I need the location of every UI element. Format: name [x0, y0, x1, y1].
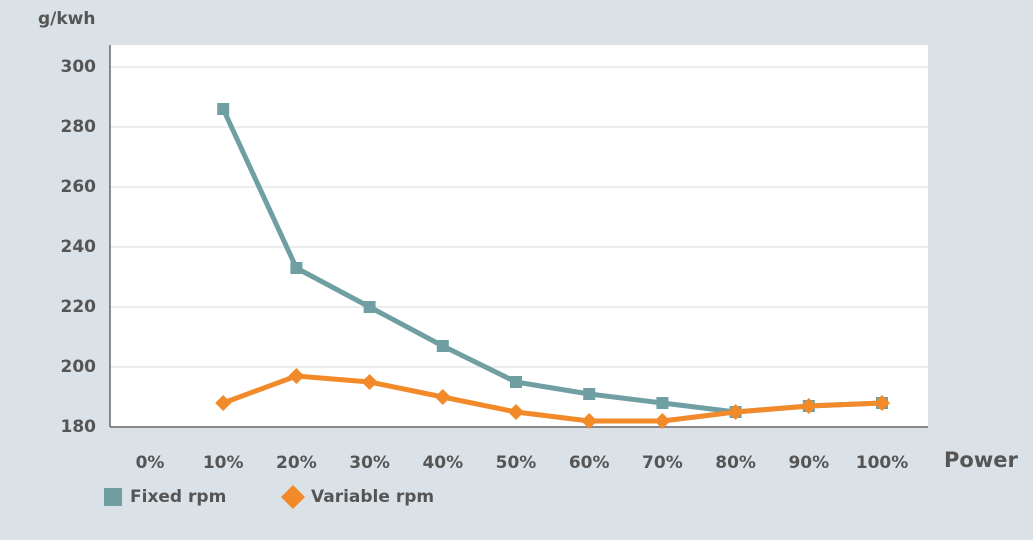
grid — [109, 45, 928, 428]
point — [727, 404, 744, 420]
y-tick-label: 200 — [61, 357, 97, 377]
point — [363, 301, 376, 313]
point — [217, 103, 230, 115]
y-tick-label: 240 — [61, 237, 97, 257]
y-tick-label: 260 — [61, 177, 97, 197]
x-tick-label: 50% — [496, 453, 537, 473]
legend-label: Variable rpm — [311, 487, 434, 507]
point — [874, 395, 890, 411]
x-tick-label: 30% — [349, 453, 390, 473]
point — [654, 413, 671, 429]
y-tick-label: 280 — [61, 117, 97, 137]
x-tick-label: 90% — [788, 453, 829, 473]
x-tick-label: 0% — [136, 453, 165, 473]
x-tick-label: 100% — [856, 453, 909, 473]
y-tick-label: 180 — [61, 417, 97, 437]
point — [510, 376, 522, 388]
y-axis-title: g/kwh — [38, 9, 96, 29]
x-tick-label: 20% — [276, 453, 317, 473]
x-tick-label: 10% — [203, 453, 244, 473]
point — [215, 395, 232, 411]
point — [656, 397, 669, 409]
marks — [215, 103, 890, 429]
x-tick-label: 70% — [642, 453, 683, 473]
legend-marker — [281, 485, 305, 509]
point — [800, 398, 817, 414]
x-axis-title: Power — [944, 448, 1018, 472]
x-tick-label: 60% — [569, 453, 610, 473]
point — [290, 262, 303, 274]
x-tick-label: 80% — [715, 453, 756, 473]
point — [288, 368, 305, 384]
point — [436, 340, 449, 352]
legend-label: Fixed rpm — [130, 487, 226, 507]
legend-marker — [104, 488, 122, 506]
point — [583, 388, 596, 400]
plot-area — [110, 45, 928, 427]
point — [581, 413, 598, 429]
x-tick-label: 40% — [422, 453, 463, 473]
point — [508, 404, 524, 420]
series-line — [222, 373, 883, 424]
y-tick-label: 300 — [61, 57, 97, 77]
y-tick-label: 220 — [61, 297, 97, 317]
point — [434, 389, 451, 405]
point — [361, 374, 378, 390]
